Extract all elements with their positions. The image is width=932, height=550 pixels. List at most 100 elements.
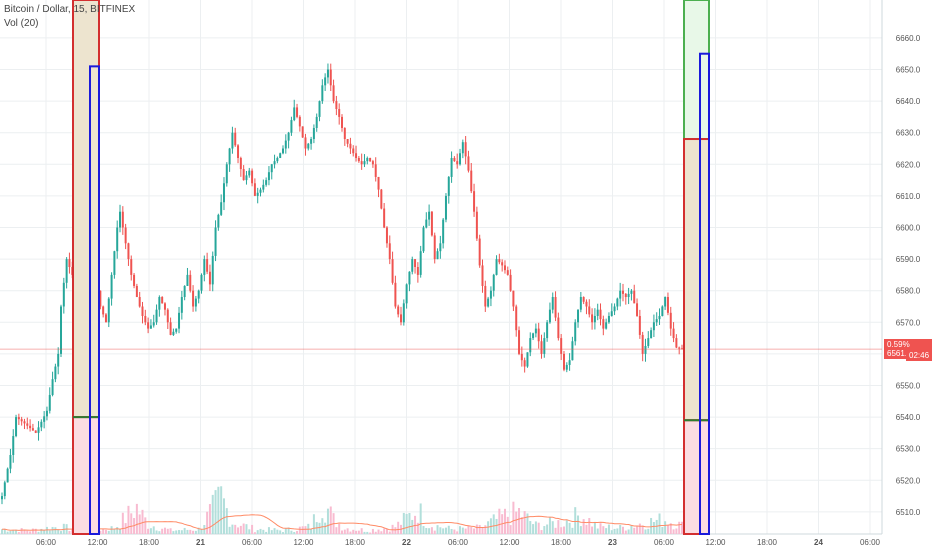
candle-body (574, 322, 577, 342)
volume-bar (579, 526, 582, 534)
candle-body (391, 259, 394, 283)
candle-body (332, 85, 335, 102)
volume-bar (26, 530, 29, 534)
volume-bar (571, 527, 574, 534)
volume-bar (113, 529, 116, 534)
candle-body (279, 153, 282, 158)
x-tick-label: 06:00 (448, 538, 469, 547)
volume-bar (341, 530, 343, 534)
volume-bar (551, 521, 554, 534)
candle-body (352, 148, 355, 154)
candle-body (225, 164, 228, 184)
volume-bar (532, 524, 535, 534)
volume-bar (428, 528, 431, 534)
volume-bar (495, 518, 498, 534)
volume-bar (206, 511, 209, 534)
candle-body (127, 243, 130, 260)
volume-bar (335, 527, 338, 534)
volume-bar (467, 525, 470, 534)
candle-body (242, 169, 245, 181)
volume-bar (627, 529, 630, 534)
candle-body (29, 425, 32, 429)
candle-body (231, 132, 234, 149)
candle-body (178, 312, 181, 329)
volume-bar (225, 508, 228, 534)
volume-bar (349, 531, 352, 534)
volume-bar (546, 524, 549, 534)
candle-body (208, 271, 211, 285)
volume-bar (130, 513, 133, 534)
candle-body (588, 306, 591, 315)
volume-bar (380, 531, 383, 534)
candle-body (652, 322, 655, 331)
candle-body (144, 315, 147, 323)
volume-bar (582, 519, 585, 534)
chart-legend: Bitcoin / Dollar, 15, BITFINEX Vol (20) (4, 3, 135, 31)
candle-body (45, 410, 48, 417)
candle-body (163, 303, 166, 310)
volume-bar (141, 509, 144, 534)
candle-body (498, 259, 501, 263)
candle-body (172, 331, 175, 335)
candle-body (121, 211, 124, 228)
candle-body (166, 309, 169, 323)
candle-body (135, 285, 138, 298)
volume-bar (666, 525, 669, 534)
volume-bar (284, 528, 287, 534)
candle-body (459, 153, 462, 165)
volume-bar (366, 531, 369, 534)
volume-bar (557, 520, 560, 534)
candle-body (341, 116, 343, 128)
candle-body (329, 69, 332, 86)
volume-bar (565, 520, 568, 534)
volume-bar (503, 508, 506, 534)
volume-bar (596, 528, 599, 534)
candle-body (568, 360, 571, 365)
volume-bar (310, 529, 313, 534)
volume-bar (222, 498, 225, 534)
candle-body (436, 251, 439, 260)
candle-body (149, 325, 152, 329)
volume-bar (383, 528, 386, 534)
candle-body (99, 290, 102, 307)
candle-body (672, 328, 675, 339)
volume-bar (355, 530, 358, 534)
volume-bar (107, 530, 110, 534)
candle-body (133, 274, 136, 286)
volume-bar (116, 527, 119, 534)
candle-body (402, 303, 405, 323)
y-tick-label: 6520.0 (896, 476, 921, 485)
volume-bar (57, 529, 60, 534)
candle-body (124, 227, 127, 244)
candle-body (501, 262, 504, 266)
candle-body (211, 255, 214, 285)
candle-body (6, 468, 9, 483)
y-tick-label: 6550.0 (896, 381, 921, 390)
candle-body (380, 189, 383, 209)
candle-body (489, 290, 492, 299)
volume-bar (318, 522, 321, 534)
candle-body (647, 338, 650, 346)
volume-bar (259, 528, 262, 534)
candle-body (596, 309, 599, 316)
volume-bar (363, 531, 366, 534)
volume-bar (17, 532, 20, 534)
volume-bar (189, 529, 192, 534)
volume-bar (208, 504, 211, 534)
volume-bar (220, 486, 223, 534)
volume-bar (23, 529, 26, 534)
candle-body (636, 303, 639, 316)
candle-body (287, 132, 290, 141)
candle-body (430, 211, 433, 236)
volume-bar (183, 527, 186, 534)
candle-body (605, 322, 608, 329)
candle-body (349, 143, 352, 149)
candle-body (644, 345, 647, 354)
volume-bar (178, 530, 181, 534)
volume-bar (135, 503, 138, 534)
volume-bar (574, 507, 577, 534)
y-tick-label: 6640.0 (896, 97, 921, 106)
candle-body (245, 175, 248, 181)
candle-body (509, 274, 512, 291)
